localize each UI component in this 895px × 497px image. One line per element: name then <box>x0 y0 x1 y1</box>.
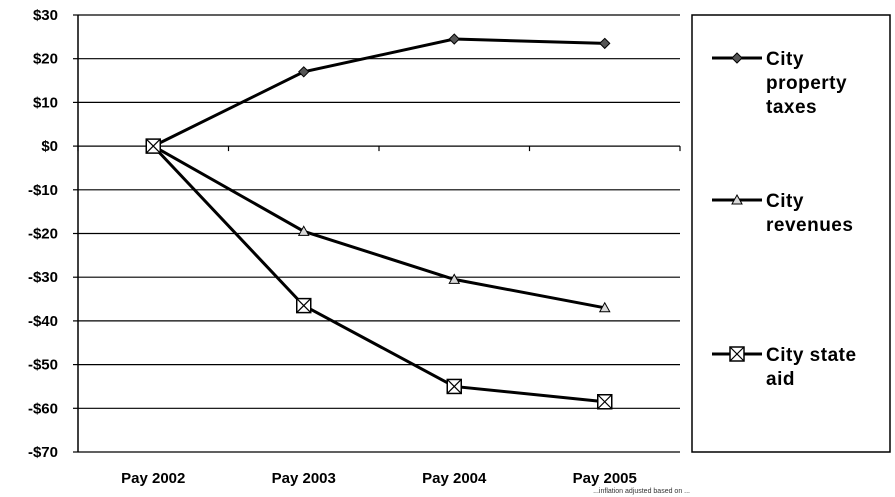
triangle-marker-icon <box>598 301 611 313</box>
x-tick-label: Pay 2002 <box>121 470 185 487</box>
y-axis: $30 $20 $10 $0 -$10 -$20 -$30 -$40 -$50 -$60 -$70 <box>28 7 79 461</box>
x-tick-label: Pay 2004 <box>422 470 487 487</box>
x-axis: Pay 2002 Pay 2003 Pay 2004 Pay 2005 <box>77 146 681 487</box>
diamond-marker-icon <box>599 37 611 50</box>
triangle-marker-icon <box>297 225 310 236</box>
data-point <box>145 138 161 154</box>
y-tick-label: -$20 <box>28 226 58 243</box>
legend-label-line: City state <box>766 345 857 366</box>
legend-swatch-marker <box>731 193 743 205</box>
data-point <box>597 393 613 410</box>
legend-swatch-marker <box>729 346 745 362</box>
diamond-marker-icon <box>731 52 743 64</box>
y-tick-label: -$10 <box>28 182 58 199</box>
y-tick-label: -$30 <box>28 269 58 286</box>
triangle-marker-icon <box>448 273 461 284</box>
y-tick-label: $0 <box>41 138 58 155</box>
x-tick-label: Pay 2005 <box>573 470 637 487</box>
legend-box <box>691 14 891 453</box>
y-tick-label: -$40 <box>28 313 58 330</box>
legend-swatch-marker <box>731 52 743 64</box>
series-triangle <box>147 140 611 313</box>
gridlines <box>78 14 680 453</box>
legend: City property taxes City revenues City state a… <box>691 14 891 453</box>
data-point <box>296 297 312 314</box>
y-tick-label: -$50 <box>28 357 58 374</box>
box-x-diagonal <box>597 394 613 410</box>
x-tick-label: Pay 2003 <box>272 470 336 487</box>
legend-label: City property taxes <box>766 49 847 118</box>
legend-entry: City state aid <box>712 345 857 390</box>
series-line <box>152 144 606 310</box>
legend-label-line: property <box>766 73 847 94</box>
series-line <box>152 145 605 404</box>
box-x-diagonal <box>296 298 312 314</box>
footnote: ...inflation adjusted based on ... <box>593 488 690 495</box>
legend-label-line: revenues <box>766 215 853 236</box>
data-point <box>446 378 462 395</box>
legend-label: City revenues <box>766 191 853 236</box>
diamond-marker-icon <box>298 66 310 78</box>
y-tick-label: $30 <box>33 7 58 24</box>
box-x-diagonal <box>446 379 462 394</box>
series-lines <box>145 33 613 410</box>
triangle-marker-icon <box>731 193 743 205</box>
box-x-diagonal <box>145 138 161 154</box>
data-point <box>448 33 460 45</box>
legend-label-line: City <box>766 191 804 212</box>
data-point <box>448 273 461 284</box>
series-line <box>152 37 605 148</box>
series-diamond <box>147 33 611 152</box>
legend-label-line: taxes <box>766 97 817 118</box>
data-point <box>598 301 611 313</box>
y-tick-label: -$70 <box>28 444 58 461</box>
y-tick-label: $20 <box>33 51 58 68</box>
legend-label: City state aid <box>766 345 857 390</box>
y-tick-label: $10 <box>33 94 58 111</box>
legend-label-line: City <box>766 49 804 70</box>
data-point <box>599 37 611 50</box>
y-tick-label: -$60 <box>28 400 58 417</box>
legend-entry: City revenues <box>712 191 853 236</box>
diamond-marker-icon <box>448 33 460 45</box>
box-x-diagonal <box>729 346 745 362</box>
legend-entry: City property taxes <box>712 49 847 118</box>
series-box-x <box>145 138 613 410</box>
data-point <box>298 66 310 78</box>
data-point <box>297 225 310 236</box>
legend-label-line: aid <box>766 369 795 390</box>
